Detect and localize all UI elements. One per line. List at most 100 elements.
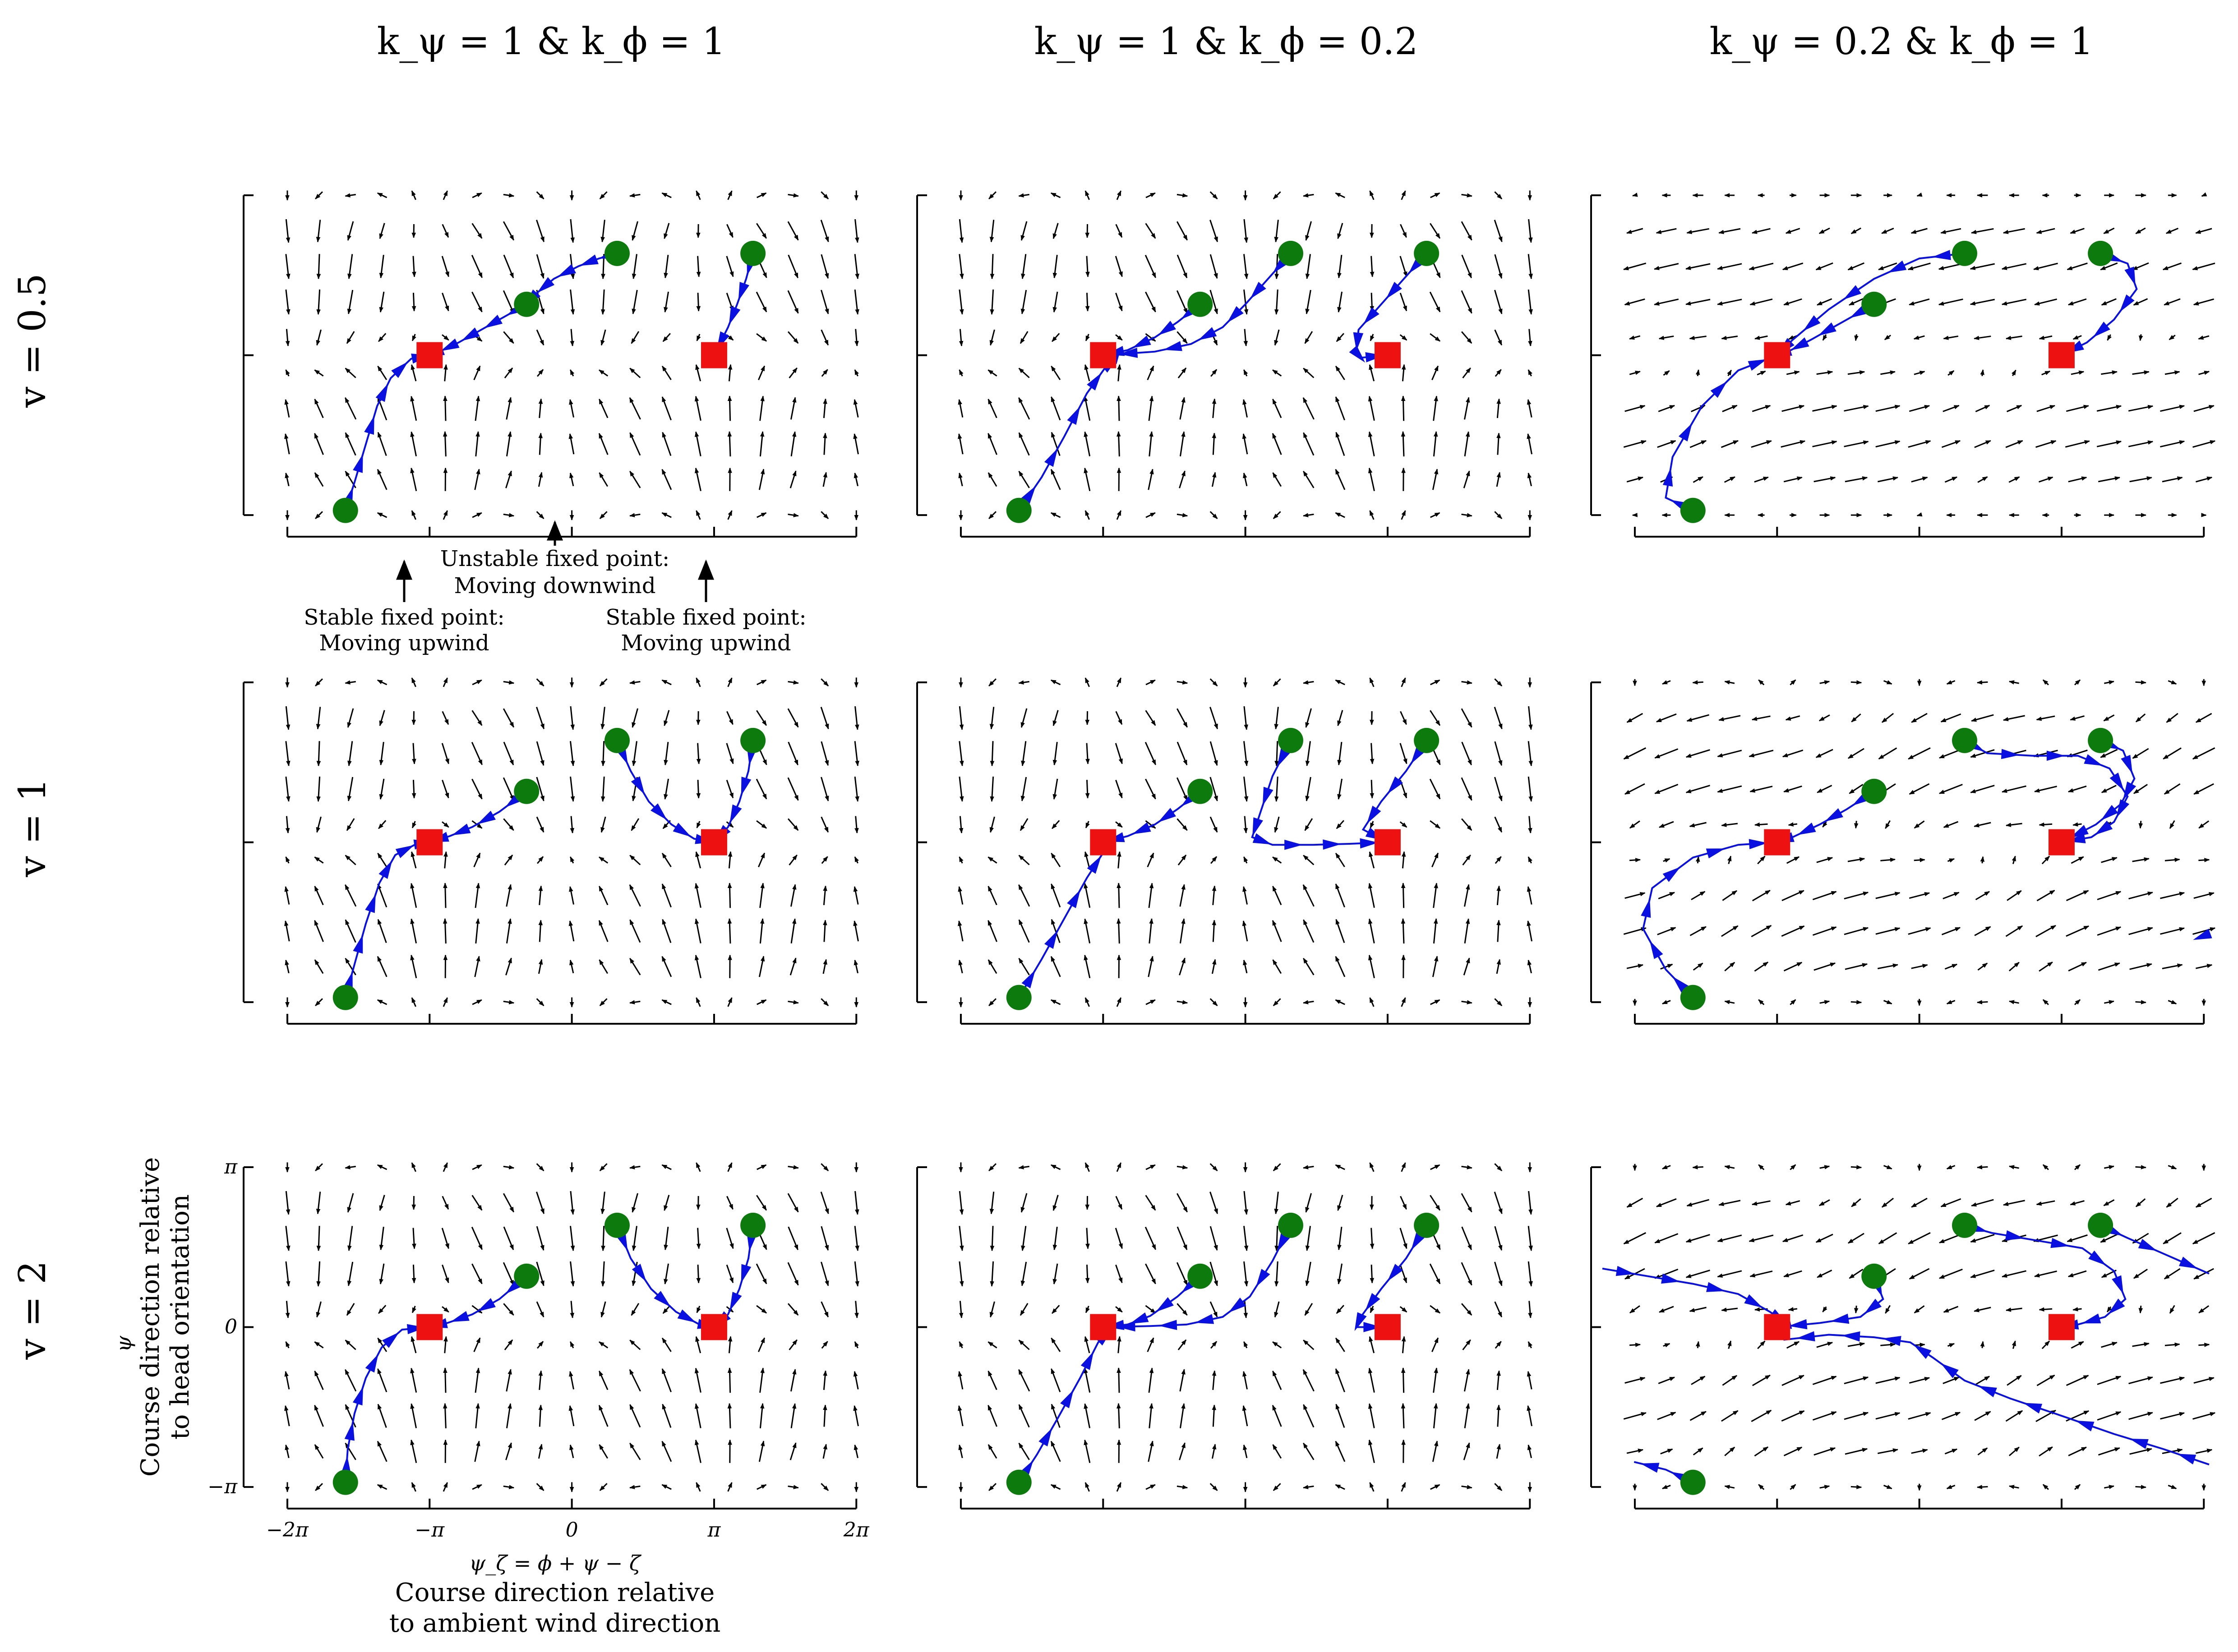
quiver-arrow [988, 1483, 997, 1491]
quiver-arrow [1461, 290, 1472, 314]
quiver-arrow [2011, 369, 2017, 376]
quiver-arrow [2001, 299, 2027, 306]
quiver-arrow [2164, 783, 2181, 795]
trajectory-arrowhead [1386, 281, 1402, 299]
quiver-arrow [284, 433, 290, 455]
quiver-arrow [443, 364, 448, 382]
quiver-arrow [1980, 856, 1985, 864]
quiver-arrow [1881, 713, 1894, 723]
quiver-arrow [2007, 890, 2022, 901]
quiver-arrow [728, 364, 733, 382]
quiver-arrow [601, 1226, 605, 1252]
quiver-arrow [1941, 927, 1961, 935]
trajectory-arrowhead [1227, 306, 1244, 323]
quiver-arrow [1783, 962, 1803, 971]
quiver-arrow [1303, 432, 1315, 456]
quiver-arrow [1819, 1485, 1830, 1489]
quiver-arrow [1145, 512, 1156, 518]
quiver-arrow [2008, 962, 2020, 971]
quiver-arrow [1943, 1306, 1959, 1313]
quiver-arrow [1875, 440, 1901, 448]
quiver-arrow [1909, 1268, 1930, 1280]
trajectory-arrowhead [353, 934, 363, 954]
quiver-arrow [1018, 368, 1030, 378]
quiver-arrow [1663, 1343, 1670, 1348]
quiver-arrow [2034, 298, 2057, 306]
quiver-arrow [569, 886, 574, 905]
start-point-marker [332, 985, 358, 1010]
quiver-arrow [2128, 440, 2154, 447]
quiver-arrow [1305, 1193, 1312, 1213]
quiver-arrow [1496, 885, 1501, 906]
quiver-arrow [1970, 299, 1995, 306]
quiver-arrow [1085, 334, 1090, 341]
quiver-arrow [314, 369, 324, 377]
quiver-arrow [2104, 1165, 2114, 1169]
quiver-arrow [2104, 1000, 2114, 1004]
quiver-arrow [1686, 1199, 1709, 1207]
quiver-arrow [854, 1261, 859, 1287]
quiver-arrow [2168, 1000, 2177, 1005]
quiver-arrow [1970, 749, 1995, 758]
quiver-arrow [441, 256, 449, 277]
quiver-arrow [1209, 816, 1218, 833]
quiver-arrow [1050, 192, 1061, 198]
quiver-arrow [1432, 1440, 1439, 1462]
quiver-arrow [1464, 918, 1470, 943]
quiver-arrow [694, 1403, 701, 1428]
trajectory-arrowhead [1087, 856, 1102, 874]
quiver-arrow [379, 1263, 385, 1285]
quiver-arrow [1463, 884, 1470, 907]
quiver-arrow [1020, 1193, 1028, 1213]
quiver-arrow [1463, 957, 1470, 976]
quiver-arrow [990, 289, 994, 315]
quiver-arrow [1624, 892, 1646, 899]
start-point-marker [1861, 778, 1887, 804]
trajectory-arrowhead [1706, 848, 1726, 859]
quiver-arrow [1785, 1200, 1800, 1206]
quiver-arrow [2162, 963, 2183, 970]
quiver-arrow [505, 470, 512, 488]
trajectory-line [1103, 253, 1292, 356]
trajectory-arrowhead [1349, 345, 1366, 363]
quiver-arrow [1051, 432, 1061, 456]
quiver-arrow [1401, 1403, 1406, 1429]
quiver-arrow [789, 1339, 798, 1350]
quiver-arrow [1050, 1484, 1061, 1490]
quiver-arrow [285, 856, 290, 864]
trajectory-arrowhead [477, 1298, 496, 1312]
quiver-arrow [1018, 1165, 1029, 1169]
quiver-arrow [506, 1369, 512, 1392]
quiver-arrow [696, 1482, 701, 1492]
quiver-arrow [536, 856, 544, 864]
quiver-arrow [2160, 405, 2185, 412]
quiver-arrow [600, 1301, 606, 1318]
quiver-arrow [1085, 821, 1090, 828]
quiver-arrow [1117, 364, 1121, 382]
start-point-marker [1952, 240, 1977, 266]
quiver-arrow [1145, 192, 1156, 198]
quiver-arrow [443, 1336, 448, 1353]
quiver-arrow [2012, 856, 2016, 865]
quiver-arrow [629, 1165, 641, 1169]
trajectory-arrowhead [1132, 822, 1151, 834]
quiver-arrow [853, 399, 859, 418]
quiver-arrow [1848, 298, 1864, 306]
quiver-arrow [1084, 467, 1091, 492]
quiver-arrow [538, 398, 543, 419]
quiver-arrow [1845, 1448, 1868, 1455]
quiver-arrow [1654, 263, 1679, 271]
quiver-arrow [1749, 298, 1773, 306]
quiver-arrow [757, 852, 766, 868]
quiver-arrow [1177, 1165, 1188, 1169]
trajectory-arrowhead [1790, 337, 1809, 350]
quiver-arrow [1494, 329, 1503, 346]
quiver-arrow [344, 397, 357, 420]
quiver-arrow [1115, 711, 1123, 725]
quiver-arrow [757, 1337, 766, 1353]
quiver-arrow [315, 511, 323, 520]
quiver-arrow [1085, 293, 1090, 312]
quiver-arrow [756, 820, 767, 829]
quiver-arrow [2164, 1268, 2181, 1279]
fixed-point-marker [701, 342, 727, 368]
